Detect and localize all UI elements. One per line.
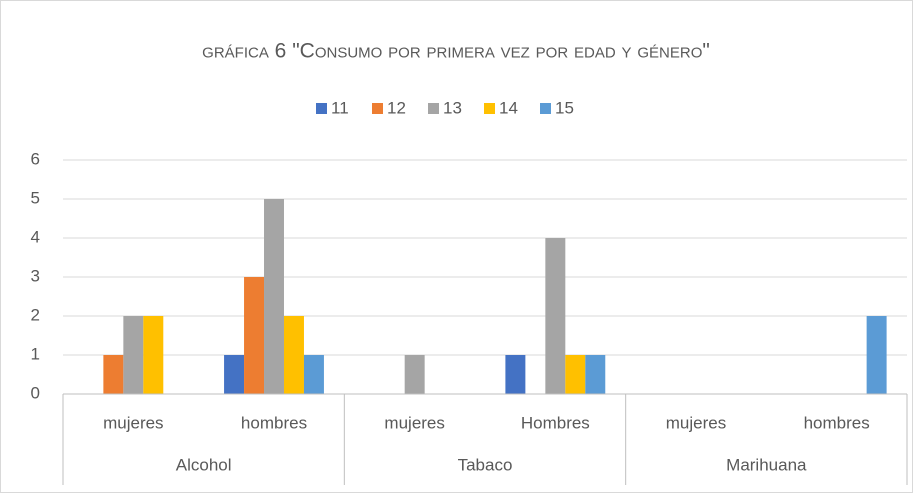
legend-swatch [428, 103, 439, 114]
legend-label: 15 [555, 98, 574, 117]
legend-label: 14 [499, 98, 518, 117]
legend-label: 12 [387, 98, 406, 117]
group-label: Alcohol [176, 455, 232, 474]
legend-swatch [540, 103, 551, 114]
y-tick-label: 5 [31, 188, 40, 207]
bar [264, 199, 284, 394]
bar [404, 355, 425, 394]
y-tick-label: 6 [31, 149, 40, 168]
y-tick-label: 0 [31, 383, 40, 402]
x-tick-label: Hombres [521, 413, 590, 432]
y-tick-label: 1 [31, 344, 40, 363]
group-label: Tabaco [458, 455, 513, 474]
bar [866, 316, 887, 394]
bar [244, 277, 265, 394]
bar [224, 355, 245, 394]
x-tick-label: hombres [241, 413, 307, 432]
y-tick-label: 2 [31, 305, 40, 324]
bar [123, 316, 144, 394]
bar [143, 316, 164, 394]
bar [545, 238, 566, 394]
legend-label: 13 [443, 98, 462, 117]
legend-swatch [316, 103, 327, 114]
bar [565, 355, 586, 394]
bar [103, 355, 124, 394]
x-tick-label: hombres [804, 413, 870, 432]
legend-swatch [484, 103, 495, 114]
group-label: Marihuana [726, 455, 807, 474]
x-tick-label: mujeres [666, 413, 726, 432]
y-tick-label: 4 [31, 227, 40, 246]
x-tick-label: mujeres [103, 413, 163, 432]
bar [585, 355, 606, 394]
bar [303, 355, 324, 394]
bar [283, 316, 304, 394]
legend-swatch [372, 103, 383, 114]
chart-title: gráfica 6 "Consumo por primera vez por e… [202, 40, 710, 63]
bar [505, 355, 526, 394]
legend-label: 11 [331, 98, 349, 117]
y-tick-label: 3 [31, 266, 40, 285]
x-tick-label: mujeres [384, 413, 444, 432]
